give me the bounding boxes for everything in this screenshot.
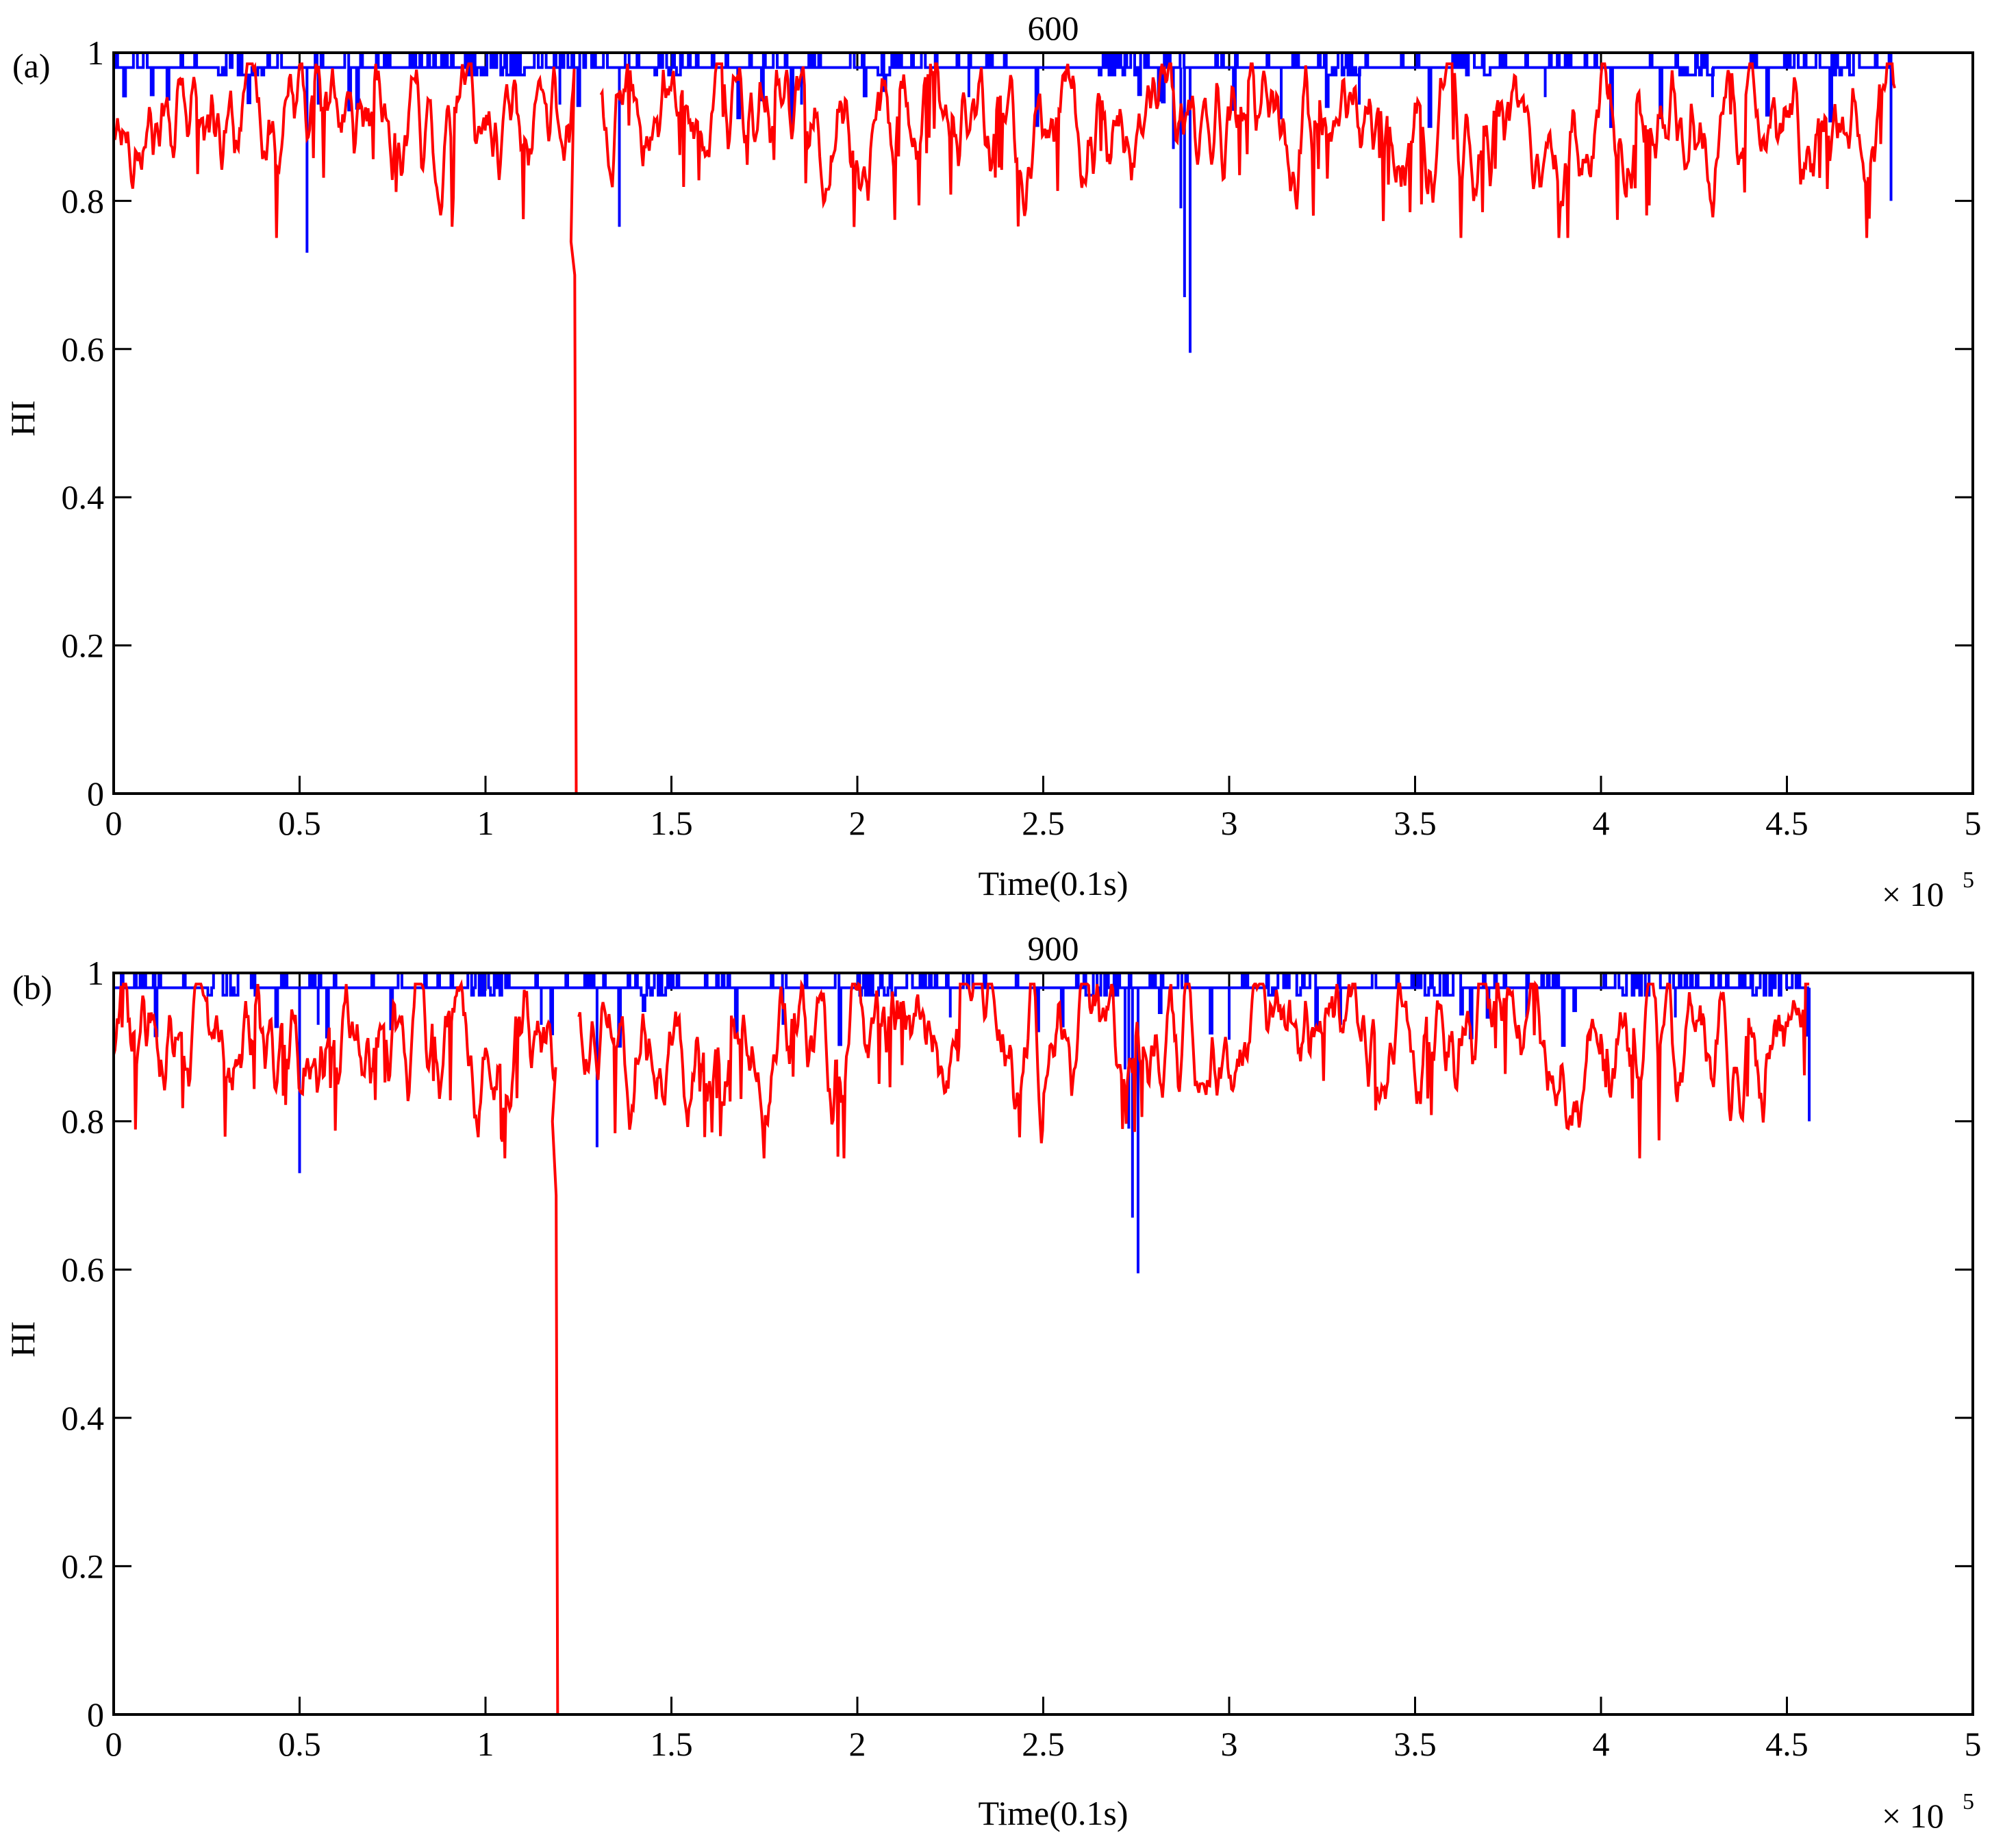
x-tick-label: 2.5 [1022,1725,1065,1763]
y-tick-label: 0.8 [62,181,105,220]
x-tick-label: 0.5 [278,1725,321,1763]
x-tick-label: 3.5 [1394,804,1437,842]
x-tick-label: 5 [1965,1725,1982,1763]
x-exponent-power: 5 [1963,1789,1974,1814]
x-axis-label: Time(0.1s) [978,864,1128,902]
x-tick-label: 4.5 [1765,1725,1808,1763]
chart-title: 900 [1028,929,1079,967]
series-line-red-resumed [577,979,1810,1159]
x-tick-label: 1 [477,1725,494,1763]
y-tick-label: 0.8 [62,1102,105,1141]
x-axis-label: Time(0.1s) [978,1794,1128,1832]
x-exponent: × 10 [1882,1797,1944,1835]
series-line-red [112,62,597,795]
chart-panel-a: (a) 600 0 0.5 1 1.5 2 2.5 3 3.5 4 4.5 500.20.40.60… [3,9,1982,913]
x-tick-label: 3 [1221,804,1238,842]
y-tick-label: 0.4 [62,478,105,516]
series-line-red [112,978,575,1716]
x-tick-label: 5 [1965,804,1982,842]
x-tick-label: 2.5 [1022,804,1065,842]
x-tick-label: 0 [105,1725,123,1763]
x-tick-label: 1.5 [650,1725,693,1763]
axes-frame [112,51,1974,795]
y-axis-label: HI [3,401,42,437]
y-tick-label: 1 [87,954,104,992]
x-tick-label: 0.5 [278,804,321,842]
chart-panel-b: (b) 900 0 0.5 1 1.5 2 2.5 3 3.5 4 4.5 500.20.40.60… [3,929,1982,1835]
x-tick-label: 2 [849,804,866,842]
x-tick-label: 4 [1593,804,1610,842]
x-exponent-power: 5 [1963,868,1974,893]
x-tick-label: 0 [105,804,123,842]
x-tick-label: 1 [477,804,494,842]
plot-area: 0 0.5 1 1.5 2 2.5 3 3.5 4 4.5 5 0 0.2 0.4 0.6 0.8 1 [62,34,1982,842]
x-tick-label: 4 [1593,1725,1610,1763]
panel-label: (a) [12,47,51,85]
y-tick-label: 0.2 [62,1547,105,1585]
y-tick-label: 1 [87,34,104,72]
x-tick-label: 1.5 [650,804,693,842]
y-tick-label: 0 [87,774,104,813]
series-line-blue [112,51,1893,128]
panel-label: (b) [12,968,52,1007]
x-exponent: × 10 [1882,875,1944,913]
series-line-red-resumed [599,62,1896,238]
y-tick-label: 0.6 [62,1250,105,1289]
y-tick-label: 0 [87,1695,104,1734]
y-tick-label: 0.6 [62,330,105,368]
y-tick-label: 0.2 [62,626,105,665]
x-tick-label: 2 [849,1725,866,1763]
chart-title: 600 [1028,9,1079,47]
x-tick-label: 4.5 [1765,804,1808,842]
y-tick-label: 0.4 [62,1399,105,1437]
x-tick-label: 3.5 [1394,1725,1437,1763]
x-tick-label: 3 [1221,1725,1238,1763]
y-axis-label: HI [3,1321,42,1358]
plot-area: 0 0.5 1 1.5 2 2.5 3 3.5 4 4.5 5 0 0.2 0.4 0.6 0.8 1 [62,954,1982,1763]
axes-frame [112,972,1974,1716]
